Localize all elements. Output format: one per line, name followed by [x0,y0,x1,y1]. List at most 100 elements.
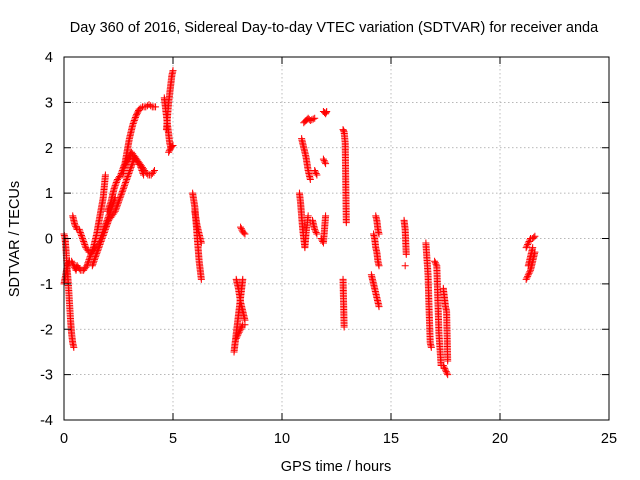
data-point-h1 [531,232,539,240]
x-tick-label: 0 [60,431,68,447]
data-point-d5 [312,169,320,177]
grid-lines [64,57,609,420]
y-axis-tick-labels: -4 -3 -2 -1 0 1 2 3 4 [40,50,53,429]
data-point-a6 [119,185,127,193]
x-tick-label: 15 [383,431,399,447]
data-point-a6 [128,162,136,170]
data-point-h1 [526,236,534,244]
data-point-d4 [311,227,319,235]
data-point-a5 [78,233,86,241]
x-axis-tick-labels: 0 5 10 15 20 25 [60,431,617,447]
data-point-a9 [130,117,138,125]
data-point-a6 [119,186,127,194]
data-point-a5 [81,241,89,249]
y-tick-label: 3 [45,95,53,111]
data-point-d9 [342,219,350,227]
data-point-a6 [104,219,112,227]
data-point-b1 [197,275,205,283]
data-point-e2 [375,262,383,270]
data-point-a12 [165,148,173,156]
data-point-d2 [306,176,314,184]
data-point-a6 [94,247,102,255]
data-point-g2 [431,259,439,267]
y-tick-label: -4 [40,413,53,429]
data-point-a2 [68,259,76,267]
y-tick-label: -2 [40,322,53,338]
data-point-a6 [120,182,128,190]
data-point-a6 [118,188,126,196]
data-point-a6 [126,165,134,173]
data-point-a2 [63,262,71,270]
data-point-c3 [232,334,240,342]
data-point-a9 [130,118,138,126]
data-point-a6 [88,262,96,270]
data-points [60,67,539,379]
data-point-h1 [530,233,538,241]
data-point-d4 [311,225,319,233]
data-point-a6 [112,204,120,212]
data-point-a8 [149,168,157,176]
data-point-h2 [526,268,534,276]
data-point-a6 [111,207,119,215]
data-point-a3 [82,263,90,271]
data-point-a6 [123,174,131,182]
data-point-a6 [90,257,98,265]
data-point-a7 [105,204,113,212]
data-point-a9 [147,102,155,110]
x-tick-label: 5 [169,431,177,447]
data-point-c4 [240,229,248,237]
data-point-g4 [439,362,447,370]
data-point-e3 [375,230,383,238]
y-tick-label: 0 [45,232,53,248]
data-point-a7 [110,185,118,193]
data-point-a6 [126,166,134,174]
data-point-d4 [313,230,321,238]
data-point-g4 [442,366,449,374]
data-point-a6 [125,168,133,176]
data-point-a7 [104,207,112,215]
data-point-d5 [311,168,319,176]
data-point-g2 [432,260,440,268]
data-point-a12 [165,147,173,155]
data-point-a5 [79,236,87,244]
data-point-d4 [312,228,320,236]
data-point-a6 [95,242,103,250]
data-point-a5 [77,231,85,239]
y-axis-label: SDTVAR / TECUs [7,181,23,297]
data-point-a9 [152,103,160,111]
data-point-a6 [91,256,99,264]
data-point-c3 [234,331,242,339]
data-point-a6 [96,241,104,249]
axis-ticks [63,56,610,421]
data-point-c3 [238,322,246,330]
data-point-a6 [102,224,110,232]
data-point-a6 [116,195,124,203]
data-point-a7 [104,206,112,214]
data-point-a4 [72,224,80,232]
data-point-a3 [101,171,109,179]
data-point-a5 [80,239,88,247]
data-point-a6 [104,218,112,226]
data-point-a5 [77,230,85,238]
data-point-a6 [100,230,108,238]
data-point-a6 [115,197,123,205]
data-point-a6 [113,203,121,211]
x-axis-label: GPS time / hours [281,459,391,475]
data-point-a7 [112,180,120,188]
data-point-a5 [76,227,84,235]
data-point-d3 [309,115,317,123]
data-point-c1 [239,275,247,283]
data-point-c3 [236,327,244,335]
data-point-a9 [129,121,137,129]
data-point-c4 [237,225,245,233]
data-point-a5 [75,225,83,233]
data-point-a6 [113,201,121,209]
data-point-a6 [103,222,111,230]
data-point-d3 [306,117,314,125]
data-point-a5 [80,238,88,246]
data-point-f2 [401,262,409,270]
data-point-a6 [122,177,130,185]
data-point-d7 [320,157,328,165]
data-point-c4 [241,230,249,238]
